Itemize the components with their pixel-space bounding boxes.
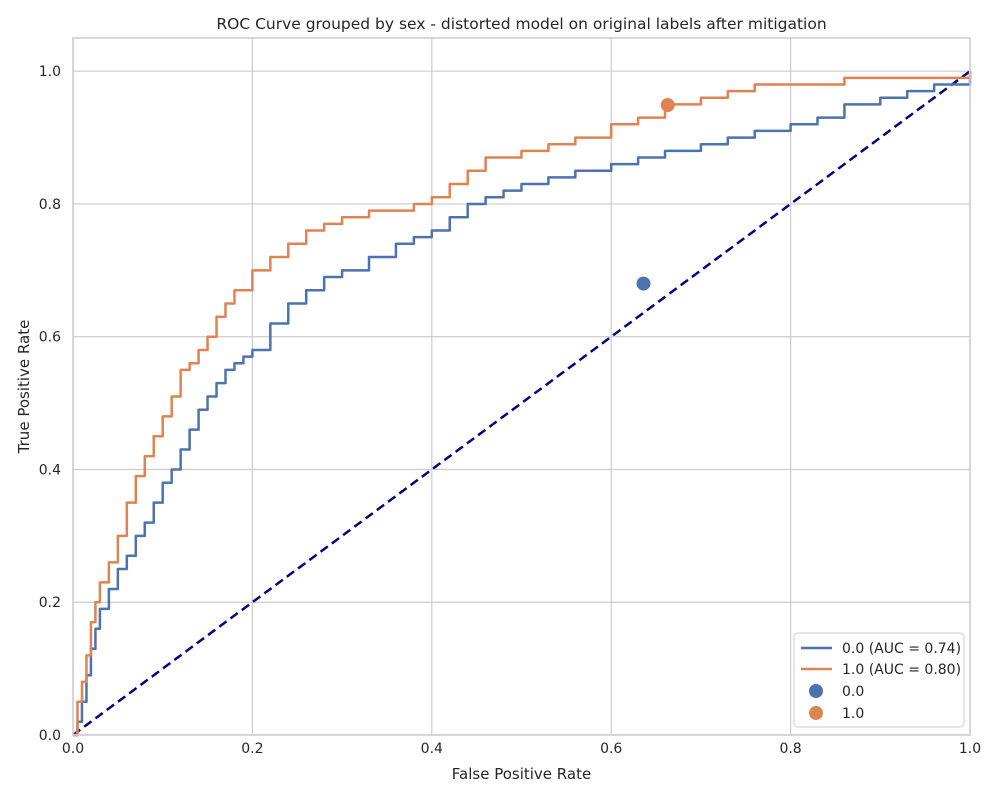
chance-line xyxy=(72,70,971,737)
x-axis-title: False Positive Rate xyxy=(452,765,591,783)
y-axis-title: True Positive Rate xyxy=(15,320,33,455)
reference-diagonal xyxy=(72,70,971,737)
y-tick-label: 0.8 xyxy=(39,197,61,213)
legend: 0.0 (AUC = 0.74) 1.0 (AUC = 0.80) 0.0 1.0 xyxy=(793,632,965,728)
operating-points xyxy=(636,98,675,291)
chart-title: ROC Curve grouped by sex - distorted mod… xyxy=(216,15,826,33)
x-tick-label: 0.4 xyxy=(421,741,443,757)
legend-label: 0.0 (AUC = 0.74) xyxy=(842,641,961,657)
x-tick-label: 0.6 xyxy=(600,741,622,757)
x-tick-label: 0.2 xyxy=(241,741,263,757)
y-tick-label: 0.4 xyxy=(39,462,61,478)
legend-point-swatch xyxy=(809,684,823,698)
y-tick-label: 0.0 xyxy=(39,728,61,744)
legend-label: 1.0 (AUC = 0.80) xyxy=(842,662,961,678)
y-tick-label: 1.0 xyxy=(39,64,61,80)
legend-label: 0.0 xyxy=(842,684,864,700)
operating-point-1 xyxy=(660,98,675,113)
roc-series-0 xyxy=(73,71,972,737)
x-tick-label: 1.0 xyxy=(959,741,981,757)
y-tick-label: 0.6 xyxy=(39,330,61,346)
plot-frame xyxy=(72,37,971,736)
legend-point-swatch xyxy=(809,706,823,720)
y-tick-label: 0.2 xyxy=(39,595,61,611)
x-tick-label: 0.8 xyxy=(779,741,801,757)
plot-area xyxy=(73,38,970,735)
legend-box xyxy=(793,632,965,728)
legend-label: 1.0 xyxy=(842,706,864,722)
roc-series-1 xyxy=(73,71,972,737)
tick-labels: 0.0 0.2 0.4 0.6 0.8 1.0 0.0 0.2 0.4 0.6 0.8 1.0 xyxy=(39,64,981,757)
x-tick-label: 0.0 xyxy=(62,741,84,757)
series-lines xyxy=(73,71,972,737)
operating-point-0 xyxy=(636,276,651,291)
